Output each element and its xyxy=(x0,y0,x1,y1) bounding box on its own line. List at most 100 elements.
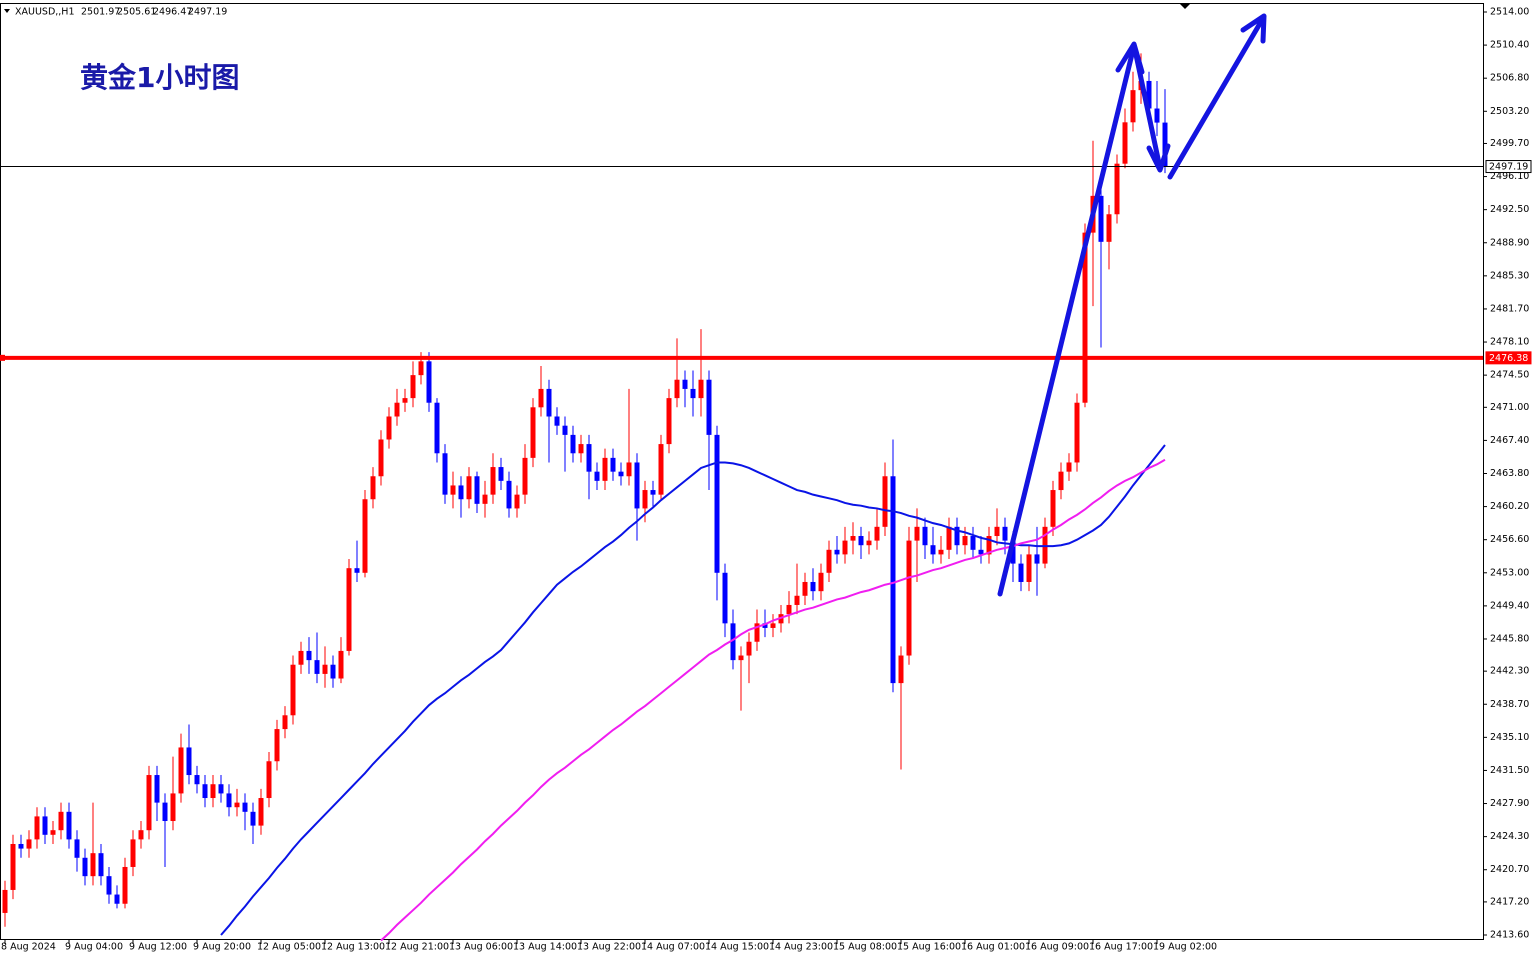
x-tick-label: 9 Aug 20:00 xyxy=(193,942,251,953)
x-tick-label: 15 Aug 16:00 xyxy=(897,942,961,953)
x-tick-label: 12 Aug 21:00 xyxy=(385,942,449,953)
candle-body xyxy=(1154,108,1160,123)
candle-body xyxy=(194,775,200,785)
candle-body xyxy=(810,581,816,592)
candle-body xyxy=(378,439,384,477)
candle-body xyxy=(18,843,24,849)
candle-body xyxy=(362,499,368,573)
y-tick-label: 2417.20 xyxy=(1490,896,1529,907)
candle-body xyxy=(434,402,440,454)
candle-body xyxy=(1106,214,1112,242)
candle-body xyxy=(314,660,320,674)
header-low: 2496.47 xyxy=(153,7,192,18)
candle-body xyxy=(290,664,296,716)
y-tick-label: 2478.10 xyxy=(1490,337,1529,348)
candle-body xyxy=(386,416,392,440)
candle-body xyxy=(906,540,912,656)
moving-average xyxy=(380,458,1166,942)
candle-body xyxy=(186,747,192,776)
x-tick-label: 9 Aug 04:00 xyxy=(65,942,123,953)
arrowhead-2 xyxy=(1146,143,1171,173)
candle-body xyxy=(26,839,32,849)
candle-body xyxy=(1082,232,1088,403)
candle-body xyxy=(626,462,632,477)
arrow-up-1 xyxy=(997,47,1136,597)
candle-body xyxy=(578,444,584,454)
candle-body xyxy=(634,462,640,509)
candle-body xyxy=(114,894,120,904)
candle-body xyxy=(98,853,104,877)
y-tick-label: 2445.80 xyxy=(1490,633,1529,644)
y-tick-label: 2435.10 xyxy=(1490,732,1529,743)
arrowhead-3 xyxy=(1240,13,1267,44)
candle-body xyxy=(882,476,888,527)
candle-body xyxy=(738,655,744,661)
candle-body xyxy=(322,664,328,674)
candle-body xyxy=(1122,122,1128,164)
y-tick-label: 2427.90 xyxy=(1490,798,1529,809)
candle-body xyxy=(1098,195,1104,242)
price-label-box xyxy=(1485,160,1532,174)
candle-body xyxy=(642,490,648,509)
x-tick-label: 12 Aug 13:00 xyxy=(321,942,385,953)
y-tick-label: 2485.30 xyxy=(1490,270,1529,281)
candle-body xyxy=(1162,122,1168,167)
candle-body xyxy=(250,811,256,826)
candle-body xyxy=(258,798,264,826)
candle-body xyxy=(346,568,352,651)
x-tick-label: 13 Aug 22:00 xyxy=(577,942,641,953)
candle-body xyxy=(618,471,624,477)
candle-body xyxy=(890,476,896,684)
candle-body xyxy=(106,876,112,895)
plot-frame xyxy=(0,3,1484,940)
y-tick-label: 2492.50 xyxy=(1490,204,1529,215)
candle-body xyxy=(242,802,248,812)
y-tick-label: 2467.40 xyxy=(1490,435,1529,446)
shift-marker xyxy=(1180,4,1190,9)
candle-body xyxy=(394,402,400,417)
candle-body xyxy=(714,434,720,573)
candle-body xyxy=(994,526,1000,537)
candle-body xyxy=(1010,540,1016,564)
y-tick-label: 2471.00 xyxy=(1490,402,1529,413)
x-tick-label: 14 Aug 07:00 xyxy=(641,942,705,953)
candle-body xyxy=(802,581,808,596)
candle-body xyxy=(130,839,136,867)
candle-body xyxy=(658,444,664,495)
y-tick-label: 2510.40 xyxy=(1490,40,1529,51)
candle-body xyxy=(34,816,40,840)
y-tick-label: 2431.50 xyxy=(1490,765,1529,776)
y-tick-label: 2474.50 xyxy=(1490,370,1529,381)
candle-body xyxy=(74,839,80,858)
candle-body xyxy=(482,494,488,504)
y-tick-label: 2496.10 xyxy=(1490,171,1529,182)
candle-body xyxy=(898,655,904,684)
candle-body xyxy=(498,467,504,481)
candle-body xyxy=(858,536,864,546)
y-tick-label: 2463.80 xyxy=(1490,468,1529,479)
candle-body xyxy=(1058,471,1064,491)
header-high: 2505.61 xyxy=(117,7,156,18)
candle-body xyxy=(154,775,160,803)
candle-body xyxy=(946,526,952,550)
candle-body xyxy=(666,398,672,445)
candle-body xyxy=(538,388,544,408)
candle-body xyxy=(1074,402,1080,463)
candle-body xyxy=(706,379,712,435)
candle-body xyxy=(162,802,168,822)
candle-body xyxy=(1050,490,1056,527)
candle-body xyxy=(178,747,184,794)
candle-body xyxy=(418,361,424,376)
candle-body xyxy=(170,793,176,822)
candle-body xyxy=(330,664,336,679)
candle-body xyxy=(826,549,832,573)
candle-body xyxy=(1034,554,1040,564)
candle-body xyxy=(474,476,480,504)
candle-body xyxy=(954,526,960,546)
candle-body xyxy=(210,784,216,799)
candle-body xyxy=(570,434,576,454)
candle-body xyxy=(834,549,840,555)
candle-body xyxy=(602,457,608,481)
candle-body xyxy=(10,843,16,890)
